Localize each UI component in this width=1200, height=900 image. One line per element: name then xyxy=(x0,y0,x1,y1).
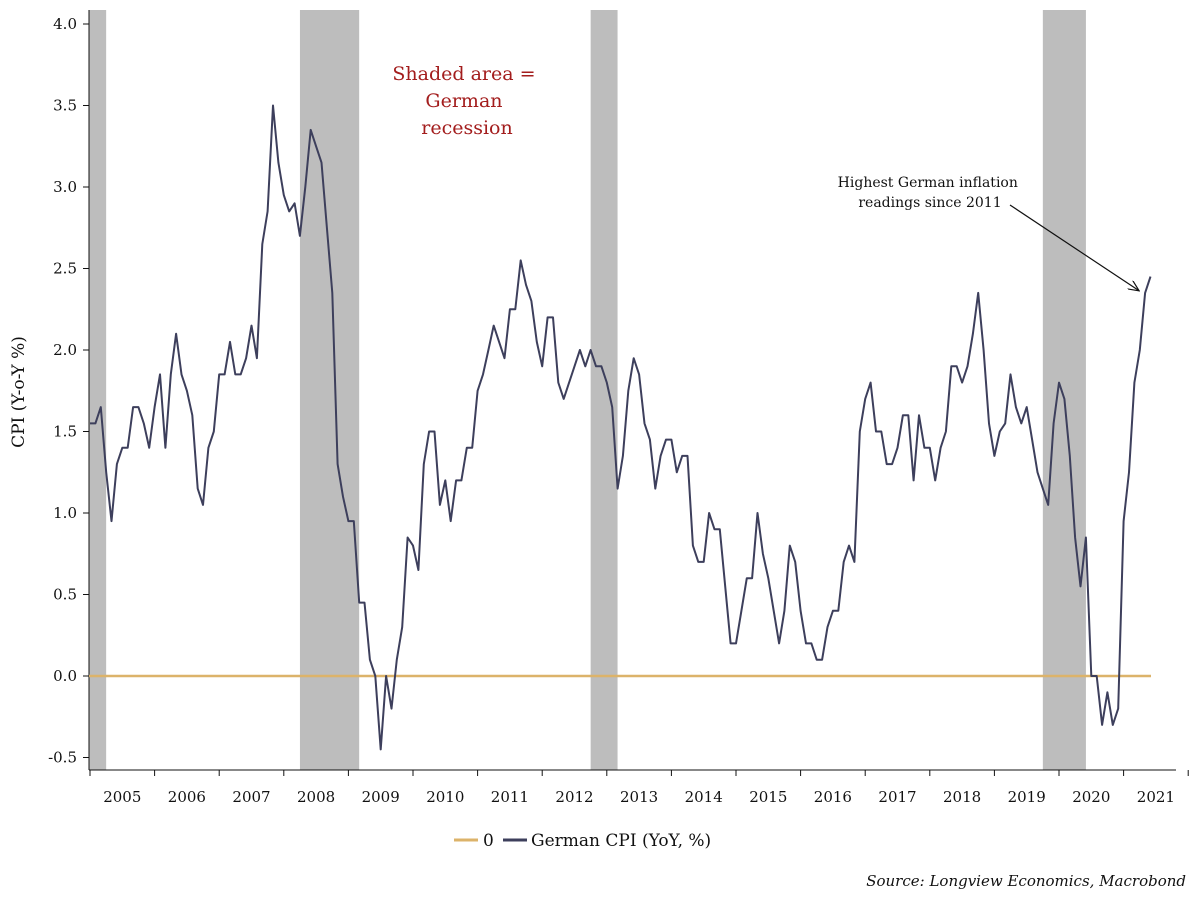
y-tick-label: 0.5 xyxy=(53,586,77,604)
x-tick-label: 2012 xyxy=(555,788,593,806)
x-ticks: 2005 2006 2007 2008 2009 2010 2011 2012 2013 2014… xyxy=(89,770,1189,806)
x-tick-label: 2013 xyxy=(620,788,658,806)
x-tick-label: 2017 xyxy=(878,788,916,806)
recession-annotation-line: recession xyxy=(421,117,512,139)
inflation-annotation-line: Highest German inflation xyxy=(838,175,1018,191)
x-tick-label: 2018 xyxy=(943,788,981,806)
recession-annotation: Shaded area = German recession xyxy=(392,63,541,139)
y-tick-label: 0.0 xyxy=(53,667,77,685)
y-tick-label: 1.5 xyxy=(53,423,77,441)
x-tick-label: 2006 xyxy=(168,788,206,806)
legend: 0 German CPI (YoY, %) xyxy=(454,831,711,851)
x-tick-label: 2016 xyxy=(814,788,852,806)
inflation-annotation: Highest German inflation readings since … xyxy=(838,175,1023,211)
recession-band xyxy=(1042,10,1086,770)
x-tick-label: 2010 xyxy=(426,788,464,806)
x-tick-label: 2011 xyxy=(491,788,529,806)
recession-bands xyxy=(89,10,1086,770)
y-tick-label: 3.0 xyxy=(53,178,77,196)
x-tick-label: 2005 xyxy=(103,788,141,806)
x-tick-label: 2015 xyxy=(749,788,787,806)
x-tick-label: 2007 xyxy=(232,788,270,806)
x-tick-label: 2019 xyxy=(1008,788,1046,806)
source-note: Source: Longview Economics, Macrobond xyxy=(866,872,1186,890)
recession-band xyxy=(299,10,360,770)
y-axis-label: CPI (Y-o-Y %) xyxy=(9,336,29,448)
y-tick-label: 2.0 xyxy=(53,341,77,359)
series xyxy=(89,104,1152,751)
x-tick-label: 2009 xyxy=(362,788,400,806)
inflation-annotation-line: readings since 2011 xyxy=(858,195,1001,211)
x-tick-label: 2008 xyxy=(297,788,335,806)
legend-label-zero: 0 xyxy=(483,831,494,851)
y-tick-label: 4.0 xyxy=(53,15,77,33)
recession-annotation-line: Shaded area = xyxy=(392,63,535,85)
annotation-arrow xyxy=(1009,204,1139,291)
y-ticks: -0.5 0.0 0.5 1.0 1.5 2.0 2.5 3.0 3.5 4.0 xyxy=(48,15,89,767)
y-tick-label: 2.5 xyxy=(53,260,77,278)
y-tick-label: 3.5 xyxy=(53,97,77,115)
cpi-series-line xyxy=(90,104,1152,751)
x-tick-label: 2021 xyxy=(1137,788,1175,806)
recession-band xyxy=(590,10,618,770)
x-tick-label: 2020 xyxy=(1072,788,1110,806)
legend-label-cpi: German CPI (YoY, %) xyxy=(531,831,711,851)
recession-band xyxy=(89,10,107,770)
recession-annotation-line: German xyxy=(425,90,502,112)
y-tick-label: 1.0 xyxy=(53,504,77,522)
y-tick-label: -0.5 xyxy=(48,749,77,767)
x-tick-label: 2014 xyxy=(685,788,723,806)
